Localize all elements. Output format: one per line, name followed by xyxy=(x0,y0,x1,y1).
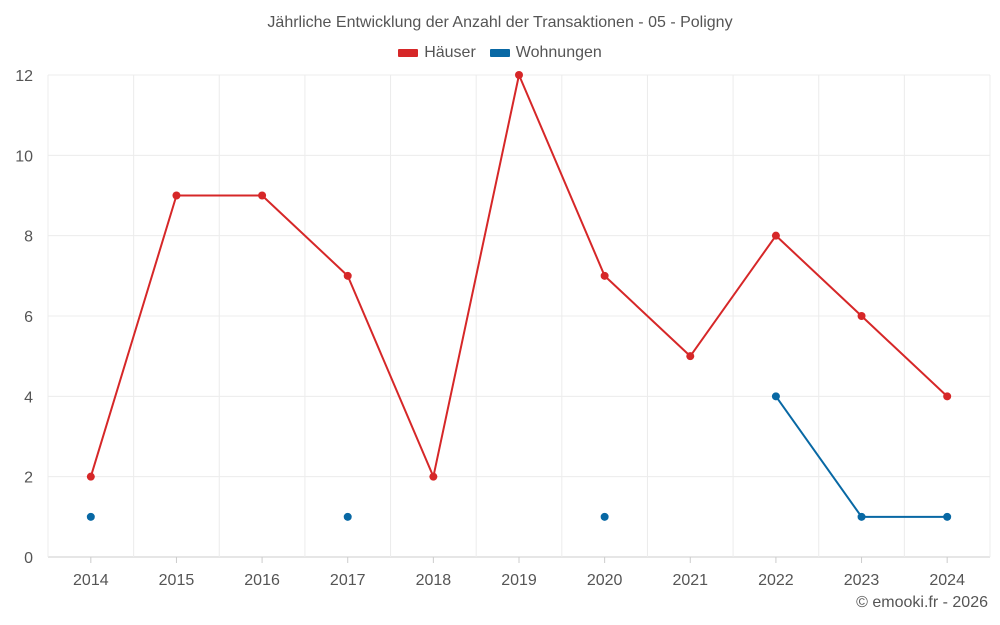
x-tick-label: 2017 xyxy=(330,572,366,589)
data-point-haeuser xyxy=(258,191,267,200)
x-tick-label: 2016 xyxy=(244,572,280,589)
data-point-haeuser xyxy=(857,312,866,320)
legend-swatch-haeuser xyxy=(398,49,419,57)
legend-item-wohnungen[interactable]: Wohnungen xyxy=(489,44,602,62)
data-point-wohnungen xyxy=(771,392,780,401)
legend-label-haeuser: Häuser xyxy=(424,44,476,61)
x-tick-label: 2019 xyxy=(501,572,537,589)
x-tick-label: 2018 xyxy=(416,572,452,589)
data-point-wohnungen xyxy=(857,512,866,521)
y-tick-label: 12 xyxy=(15,68,33,85)
y-tick-label: 4 xyxy=(24,389,33,406)
x-tick-label: 2015 xyxy=(159,572,195,589)
x-tick-label: 2022 xyxy=(758,572,794,589)
data-point-haeuser xyxy=(515,71,523,79)
data-point-haeuser xyxy=(771,231,780,240)
data-point-haeuser xyxy=(172,191,181,200)
data-point-haeuser xyxy=(343,271,352,280)
y-tick-label: 8 xyxy=(24,229,33,246)
legend-label-wohnungen: Wohnungen xyxy=(515,44,602,61)
y-tick-label: 0 xyxy=(24,550,33,567)
x-tick-label: 2014 xyxy=(73,572,109,589)
data-point-wohnungen xyxy=(600,512,609,521)
series-line-wohnungen xyxy=(775,395,948,518)
data-point-haeuser xyxy=(429,472,438,481)
x-tick-label: 2020 xyxy=(587,572,623,589)
credit-text: © emooki.fr - 2026 xyxy=(856,594,988,611)
x-tick-label: 2021 xyxy=(672,572,708,589)
legend-swatch-wohnungen xyxy=(489,49,510,57)
data-point-wohnungen xyxy=(86,512,95,521)
x-tick-label: 2024 xyxy=(929,572,965,589)
data-point-wohnungen xyxy=(943,512,952,521)
data-point-wohnungen xyxy=(343,512,352,521)
y-tick-label: 10 xyxy=(15,148,33,165)
y-tick-label: 6 xyxy=(24,309,33,326)
data-point-haeuser xyxy=(86,472,95,481)
legend: Häuser Wohnungen xyxy=(0,44,1000,62)
data-point-haeuser xyxy=(686,352,695,361)
chart-title: Jährliche Entwicklung der Anzahl der Tra… xyxy=(267,14,733,31)
data-point-haeuser xyxy=(943,392,952,401)
legend-item-haeuser[interactable]: Häuser xyxy=(398,44,476,62)
y-tick-label: 2 xyxy=(24,470,33,487)
data-point-haeuser xyxy=(600,271,609,280)
x-tick-label: 2023 xyxy=(844,572,880,589)
